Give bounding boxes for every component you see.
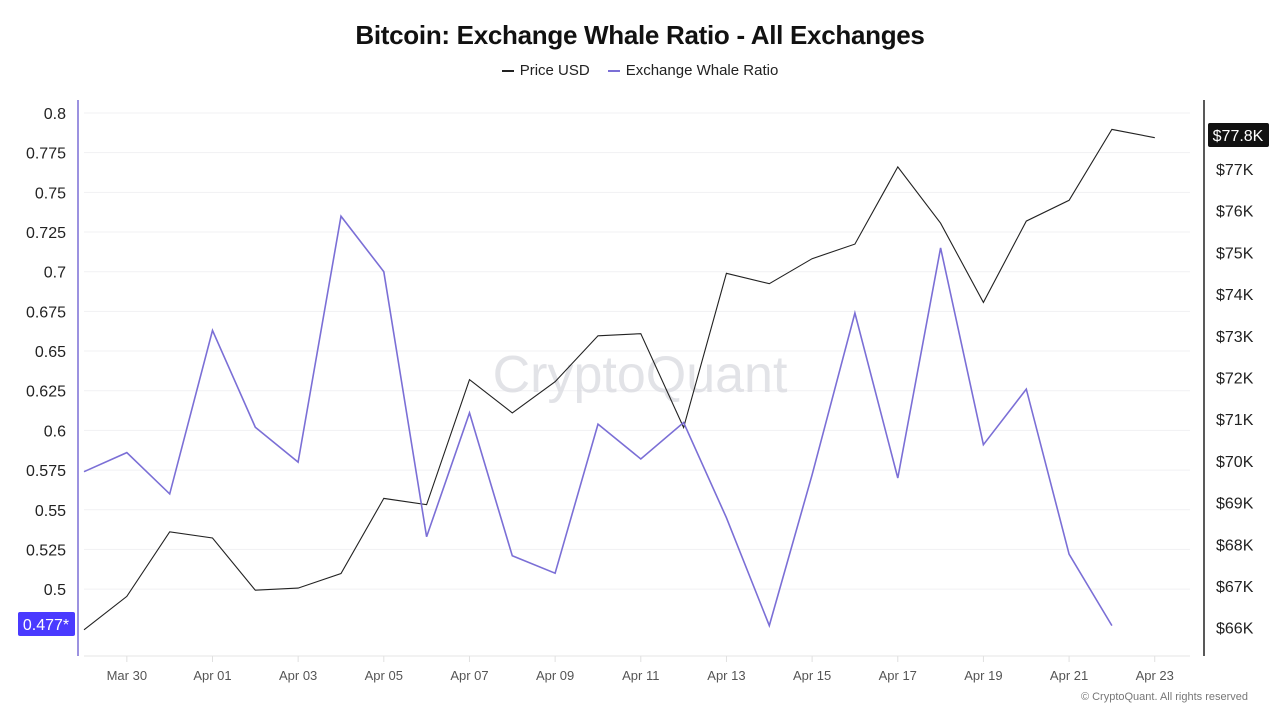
legend-label-price: Price USD	[519, 62, 590, 79]
right-axis-tick-label: $75K	[1216, 245, 1254, 262]
x-axis-ticks: Mar 30 Apr 01 Apr 03 Apr 05 Apr 07 Apr 09 Apr …	[107, 656, 1174, 683]
price-usd-line[interactable]	[83, 128, 1155, 631]
right-axis-tick-label: $77K	[1216, 162, 1254, 179]
x-axis-tick-label: Apr 01	[193, 668, 231, 683]
left-axis-tick-label: 0.775	[26, 146, 66, 163]
right-axis-tick-label: $72K	[1216, 371, 1254, 388]
left-axis-tick-label: 0.65	[35, 344, 66, 361]
legend-item-price[interactable]: Price USD	[501, 62, 590, 79]
watermark: CryptoQuant	[493, 346, 788, 404]
x-axis-tick-label: Apr 03	[279, 668, 317, 683]
x-axis-tick-label: Apr 13	[707, 668, 745, 683]
price-line-swatch-icon	[501, 69, 514, 72]
chart-title: Bitcoin: Exchange Whale Ratio - All Exch…	[355, 20, 925, 50]
copyright-notice: © CryptoQuant. All rights reserved	[1080, 691, 1248, 703]
x-axis-tick-label: Mar 30	[107, 668, 147, 683]
right-axis-tick-label: $68K	[1216, 537, 1254, 554]
right-axis-tick-label: $76K	[1216, 204, 1254, 221]
x-axis-tick-label: Apr 21	[1050, 668, 1088, 683]
left-axis-tick-label: 0.525	[26, 542, 66, 559]
exchange-whale-ratio-line[interactable]	[83, 214, 1113, 629]
left-axis-tick-label: 0.5	[44, 582, 66, 599]
right-current-value-badge: $77.8K	[1208, 123, 1269, 147]
left-axis-tick-label: 0.6	[44, 423, 66, 440]
left-axis-tick-label: 0.55	[35, 503, 66, 520]
left-axis-tick-label: 0.75	[35, 185, 66, 202]
right-axis-tick-label: $73K	[1216, 329, 1254, 346]
right-axis-tick-label: $71K	[1216, 412, 1254, 429]
whale-ratio-line-swatch-icon	[607, 69, 620, 72]
left-axis-tick-label: 0.7	[44, 265, 66, 282]
right-axis-ticks: $77K $76K $75K $74K $73K $72K $71K $70K $69K $68K…	[1216, 162, 1254, 638]
svg-text:0.477*: 0.477*	[23, 617, 69, 634]
left-axis-tick-label: 0.725	[26, 225, 66, 242]
x-axis-tick-label: Apr 09	[536, 668, 574, 683]
x-axis-tick-label: Apr 11	[622, 668, 659, 683]
x-axis-tick-label: Apr 17	[879, 668, 917, 683]
left-current-value-badge: 0.477*	[18, 612, 75, 636]
chart-legend: Price USD Exchange Whale Ratio	[0, 62, 1280, 79]
left-axis-tick-label: 0.675	[26, 304, 66, 321]
right-axis-tick-label: $66K	[1216, 621, 1254, 638]
right-axis-tick-label: $69K	[1216, 496, 1254, 513]
x-axis-tick-label: Apr 23	[1136, 668, 1174, 683]
gridlines	[84, 112, 1190, 590]
legend-label-whale-ratio: Exchange Whale Ratio	[625, 62, 779, 79]
right-axis-tick-label: $74K	[1216, 287, 1254, 304]
x-axis-tick-label: Apr 19	[964, 668, 1002, 683]
left-axis-tick-label: 0.575	[26, 463, 66, 480]
right-axis-tick-label: $70K	[1216, 454, 1254, 471]
legend-item-whale-ratio[interactable]: Exchange Whale Ratio	[607, 62, 779, 79]
right-axis-tick-label: $67K	[1216, 579, 1254, 596]
svg-text:$77.8K: $77.8K	[1213, 128, 1264, 145]
left-axis-ticks: 0.8 0.775 0.75 0.725 0.7 0.675 0.65 0.625 0.6 0.5…	[26, 106, 66, 599]
x-axis-tick-label: Apr 15	[793, 668, 831, 683]
left-axis-tick-label: 0.625	[26, 384, 66, 401]
x-axis-tick-label: Apr 05	[365, 668, 403, 683]
x-axis-tick-label: Apr 07	[450, 668, 488, 683]
left-axis-tick-label: 0.8	[44, 106, 66, 123]
